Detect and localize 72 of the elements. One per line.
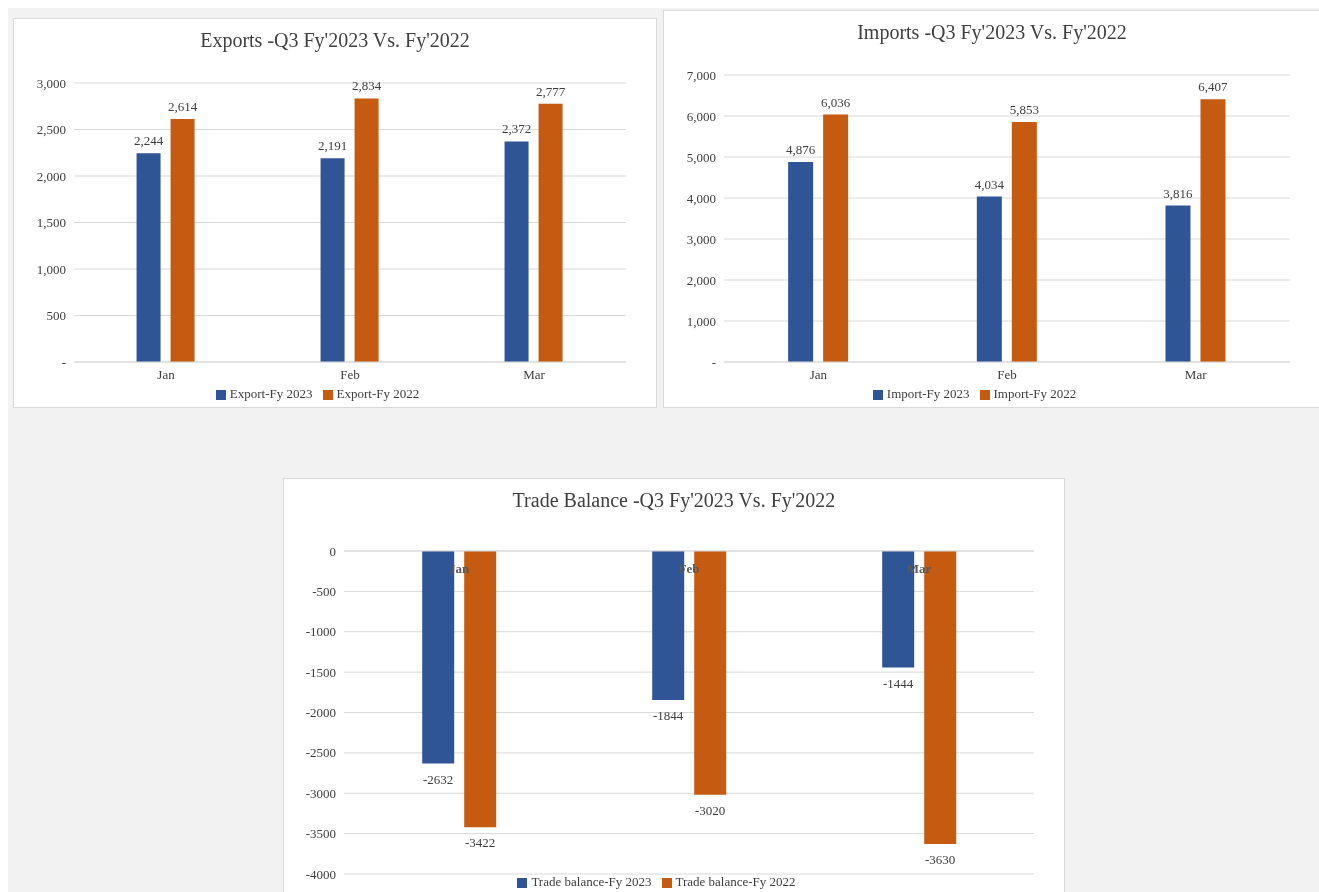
- y-tick-label: -: [711, 354, 716, 370]
- x-tick-label: Feb: [340, 367, 360, 383]
- legend-label: Trade balance-Fy 2022: [675, 874, 796, 889]
- bar: [1165, 205, 1191, 362]
- data-label: 6,407: [1198, 79, 1229, 95]
- bar: [170, 118, 195, 362]
- y-tick-label: -1500: [305, 664, 336, 680]
- data-label: 2,777: [535, 83, 566, 99]
- y-tick-label: 0: [329, 543, 336, 559]
- y-tick-label: 3,000: [36, 75, 66, 91]
- data-label: 5,853: [1009, 102, 1039, 118]
- y-tick-label: -4000: [305, 866, 336, 882]
- bar: [136, 153, 161, 362]
- bar: [976, 196, 1002, 362]
- y-tick-label: -: [61, 354, 66, 370]
- data-label: -3422: [465, 835, 496, 851]
- y-tick-label: -500: [312, 583, 336, 599]
- data-label: -3630: [925, 852, 956, 868]
- y-tick-label: 1,000: [36, 261, 66, 277]
- y-tick-label: 2,500: [36, 122, 66, 138]
- bar: [538, 103, 563, 362]
- y-tick-label: -2500: [305, 745, 336, 761]
- legend-label: Export-Fy 2023: [229, 386, 313, 401]
- data-label: -1844: [653, 707, 684, 723]
- x-tick-label: Mar: [523, 367, 546, 383]
- x-tick-label: Jan: [448, 561, 470, 576]
- data-label: -2632: [423, 771, 454, 787]
- x-tick-label: Feb: [678, 561, 700, 576]
- y-tick-label: 500: [46, 308, 66, 324]
- legend-label: Trade balance-Fy 2023: [531, 874, 652, 889]
- bar: [788, 162, 814, 362]
- y-tick-label: 7,000: [686, 67, 716, 83]
- data-label: -3020: [695, 802, 726, 818]
- x-tick-label: Jan: [157, 367, 176, 383]
- bar: [823, 114, 849, 362]
- x-tick-label: Feb: [997, 367, 1017, 383]
- legend-label: Import-Fy 2023: [886, 386, 970, 401]
- data-label: 4,876: [786, 142, 816, 158]
- y-tick-label: 1,000: [686, 313, 716, 329]
- data-label: 2,372: [501, 121, 532, 137]
- y-tick-label: -3500: [305, 826, 336, 842]
- data-label: 4,034: [974, 176, 1005, 192]
- x-tick-label: Jan: [809, 367, 828, 383]
- y-tick-label: 6,000: [686, 108, 716, 124]
- bar: [504, 141, 529, 362]
- x-tick-label: Mar: [1184, 367, 1208, 383]
- data-label: 2,244: [133, 133, 164, 149]
- bar: [1200, 99, 1226, 362]
- y-tick-label: 5,000: [686, 149, 716, 165]
- data-label: 3,816: [1163, 185, 1194, 201]
- y-tick-label: -1000: [305, 624, 336, 640]
- chart-title: Exports -Q3 Fy'2023 Vs. Fy'2022: [199, 29, 471, 54]
- data-label: 2,614: [167, 98, 198, 114]
- y-tick-label: 2,000: [36, 168, 66, 184]
- data-label: -1444: [883, 675, 914, 691]
- bar: [1011, 122, 1037, 362]
- y-tick-label: 4,000: [686, 190, 716, 206]
- y-tick-label: -3000: [305, 785, 336, 801]
- y-tick-label: 3,000: [686, 231, 716, 247]
- y-tick-label: 1,500: [36, 215, 66, 231]
- legend-label: Export-Fy 2022: [336, 386, 420, 401]
- data-label: 6,036: [821, 94, 851, 110]
- data-label: 2,191: [317, 138, 348, 154]
- x-tick-label: Mar: [906, 561, 932, 576]
- y-tick-label: -2000: [305, 705, 336, 721]
- chart-title: Imports -Q3 Fy'2023 Vs. Fy'2022: [856, 21, 1128, 46]
- chart-title: Trade Balance -Q3 Fy'2023 Vs. Fy'2022: [511, 489, 837, 514]
- y-tick-label: 2,000: [686, 272, 716, 288]
- data-label: 2,834: [351, 78, 382, 94]
- bar: [354, 98, 379, 362]
- bar: [320, 158, 345, 362]
- legend-label: Import-Fy 2022: [993, 386, 1077, 401]
